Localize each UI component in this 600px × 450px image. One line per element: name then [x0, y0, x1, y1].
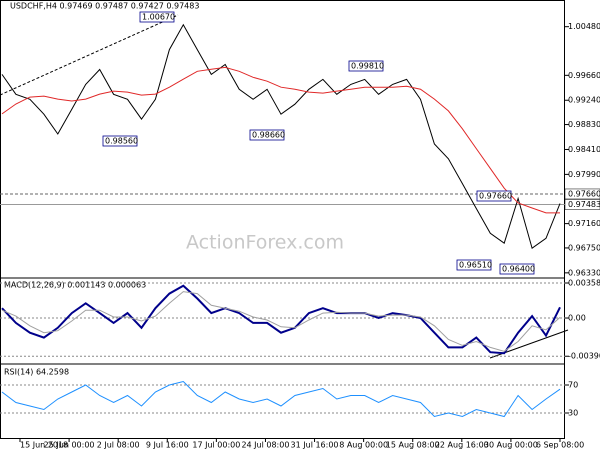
- price-tag-label: 0.97660: [568, 189, 600, 198]
- price-tag: [564, 188, 600, 200]
- x-tick-label: 8 Aug 00:00: [339, 441, 388, 450]
- series-line: [1, 284, 561, 355]
- x-tick-label: 24 Jul 08:00: [241, 441, 289, 450]
- annotation-box: [476, 190, 512, 202]
- annotation-box: [139, 11, 175, 23]
- annotation: 0.96400: [502, 265, 535, 274]
- series-line: [1, 23, 561, 250]
- annotation: 1.00670: [142, 13, 175, 22]
- price-tag: [564, 199, 600, 210]
- y-tick-label: 30: [568, 408, 578, 417]
- series-line: [1, 380, 561, 418]
- y-tick-label: 0.99660: [568, 71, 600, 80]
- x-tick-label: 2 Jul 08:00: [97, 441, 140, 450]
- price-tag-label: 0.97483: [568, 200, 600, 209]
- panel-title: RSI(14) 64.2598: [4, 368, 69, 377]
- y-tick-label: 0.97990: [568, 170, 600, 179]
- annotation-box: [499, 263, 535, 275]
- trendline: [0, 14, 179, 96]
- series-line: [1, 291, 561, 352]
- x-tick-label: 15 Aug 08:00: [386, 441, 440, 450]
- x-tick-label: 30 Aug 00:00: [484, 441, 538, 450]
- frame: [0, 0, 565, 439]
- y-tick-label: 0.00358: [568, 279, 600, 288]
- annotation: 0.98660: [252, 131, 285, 140]
- annotation: 0.98560: [105, 137, 138, 146]
- annotation-box: [456, 259, 492, 271]
- y-tick-label: 0.96330: [568, 268, 600, 277]
- y-tick-label: 0.00: [568, 314, 586, 323]
- y-tick-label: 0.96750: [568, 243, 600, 252]
- y-tick-label: -0.003908: [568, 352, 600, 361]
- y-tick-label: 0.98830: [568, 120, 600, 129]
- header: USDCHF,H4 0.97469 0.97487 0.97427 0.9748…: [10, 2, 199, 11]
- annotation: 0.97660: [479, 192, 512, 201]
- y-tick-label: 1.00480: [568, 22, 600, 31]
- annotation-box: [102, 135, 138, 147]
- x-tick-label: 31 Jul 16:00: [291, 441, 339, 450]
- y-tick-label: 0.97160: [568, 219, 600, 228]
- x-tick-label: 9 Jul 16:00: [146, 441, 189, 450]
- annotation-box: [348, 60, 384, 72]
- watermark: ActionForex.com: [186, 232, 344, 254]
- x-tick-label: 6 Sep 08:00: [536, 441, 584, 450]
- x-tick-label: 25 Jun 00:00: [44, 441, 95, 450]
- x-tick-label: 17 Jul 00:00: [192, 441, 240, 450]
- y-tick-label: 0.99240: [568, 96, 600, 105]
- x-tick-label: 15 Jun 2018: [20, 441, 68, 450]
- panel-title: MACD(12,26,9) 0.001143 0.000063: [4, 281, 146, 290]
- annotation: 0.99810: [351, 62, 384, 71]
- y-tick-label: 70: [568, 381, 578, 390]
- y-tick-label: 0.98410: [568, 145, 600, 154]
- series-line: [1, 66, 560, 214]
- annotation-box: [249, 129, 285, 141]
- annotation: 0.96510: [459, 261, 492, 270]
- x-tick-label: 22 Aug 16:00: [435, 441, 489, 450]
